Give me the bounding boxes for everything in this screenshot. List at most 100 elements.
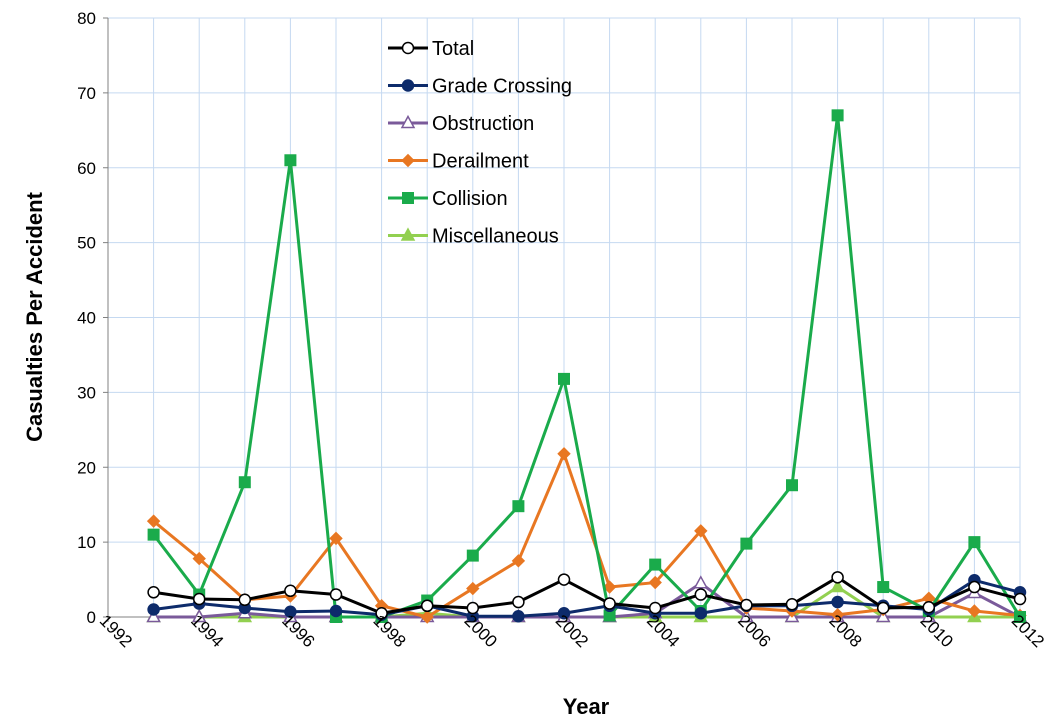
data-point — [786, 479, 798, 492]
legend-item: Total — [388, 38, 474, 60]
data-point — [922, 601, 936, 614]
legend-label: Grade Crossing — [432, 76, 572, 98]
data-point — [329, 604, 343, 618]
data-point — [420, 610, 434, 624]
y-tick-label: 40 — [77, 309, 96, 328]
data-point — [693, 575, 709, 589]
data-point — [968, 536, 981, 549]
data-point — [877, 581, 890, 594]
data-point — [192, 592, 206, 606]
legend-label: Collision — [432, 188, 508, 210]
legend-item: Derailment — [388, 151, 529, 173]
y-tick-label: 60 — [77, 159, 96, 178]
legend-item: Obstruction — [388, 113, 534, 135]
data-point — [512, 595, 525, 609]
data-point — [648, 575, 662, 590]
data-point — [512, 610, 525, 623]
data-point — [375, 607, 388, 620]
y-tick-label: 10 — [77, 533, 96, 552]
data-point — [146, 608, 161, 623]
data-point — [420, 599, 434, 613]
legend: Total Grade Crossing Obstruction Derailment… — [388, 38, 572, 248]
data-point — [968, 580, 981, 594]
series-line — [153, 578, 1021, 618]
data-point — [831, 571, 844, 584]
data-point — [284, 584, 297, 598]
data-point — [192, 551, 206, 566]
data-point — [557, 573, 571, 586]
data-point — [694, 607, 708, 620]
y-axis-title: Casualties Per Accident — [22, 191, 47, 442]
legend-swatch-marker — [400, 227, 416, 241]
legend-label: Total — [432, 38, 474, 60]
data-point — [831, 109, 844, 122]
data-point — [284, 154, 297, 167]
legend-item: Collision — [388, 188, 508, 210]
legend-swatch-marker — [401, 79, 415, 92]
legend-item: Grade Crossing — [388, 76, 572, 98]
data-point — [739, 608, 754, 623]
data-point — [967, 604, 982, 618]
data-point — [694, 588, 708, 601]
data-point — [146, 514, 161, 528]
series-line — [153, 575, 1021, 615]
data-point — [557, 447, 571, 461]
legend-item: Miscellaneous — [388, 226, 559, 248]
series-line — [152, 113, 1022, 619]
y-tick-label: 20 — [77, 458, 96, 477]
series-line — [153, 581, 1021, 619]
data-point — [694, 524, 708, 538]
data-point — [785, 598, 799, 611]
data-point — [648, 601, 662, 615]
y-tick-label: 80 — [77, 9, 96, 28]
data-point — [147, 528, 160, 541]
y-tick-label: 50 — [77, 234, 96, 253]
data-point — [740, 598, 753, 612]
data-point — [740, 537, 753, 550]
legend-label: Derailment — [432, 151, 529, 173]
legend-swatch-marker — [402, 192, 414, 204]
y-tick-label: 0 — [87, 608, 96, 627]
axes — [103, 17, 1021, 622]
series-collision — [147, 109, 1026, 623]
series-obstruction — [146, 575, 1028, 623]
legend-swatch-marker — [400, 114, 416, 129]
data-point — [147, 603, 160, 616]
grid-lines — [108, 17, 1021, 617]
series-total — [147, 571, 1027, 620]
data-point — [466, 581, 480, 596]
data-point — [557, 607, 571, 620]
data-point — [284, 605, 297, 619]
data-point — [512, 500, 525, 513]
series-derailment — [146, 447, 1027, 624]
x-axis-title: Year — [563, 694, 610, 719]
data-point — [191, 608, 207, 623]
series-line — [152, 452, 1021, 619]
data-point — [238, 593, 252, 607]
data-point — [558, 372, 570, 385]
legend-swatch-marker — [401, 41, 415, 55]
data-point — [603, 597, 616, 610]
data-point — [147, 586, 160, 599]
data-point — [830, 608, 845, 622]
data-point — [238, 476, 251, 489]
x-tick-label: 2012 — [1008, 611, 1048, 651]
y-tick-label: 70 — [77, 84, 96, 103]
legend-label: Obstruction — [432, 113, 534, 135]
y-tick-label: 30 — [77, 383, 96, 402]
data-point — [649, 558, 662, 571]
data-point — [1013, 592, 1027, 606]
data-point — [830, 578, 845, 593]
data-point — [329, 531, 343, 546]
data-point — [1014, 611, 1026, 623]
data-point — [466, 549, 479, 562]
legend-swatch-marker — [401, 153, 415, 168]
data-point — [831, 595, 844, 609]
legend-label: Miscellaneous — [432, 226, 559, 248]
data-point — [602, 580, 617, 594]
series-layer — [146, 109, 1028, 624]
data-point — [329, 588, 343, 601]
data-point — [466, 601, 480, 615]
